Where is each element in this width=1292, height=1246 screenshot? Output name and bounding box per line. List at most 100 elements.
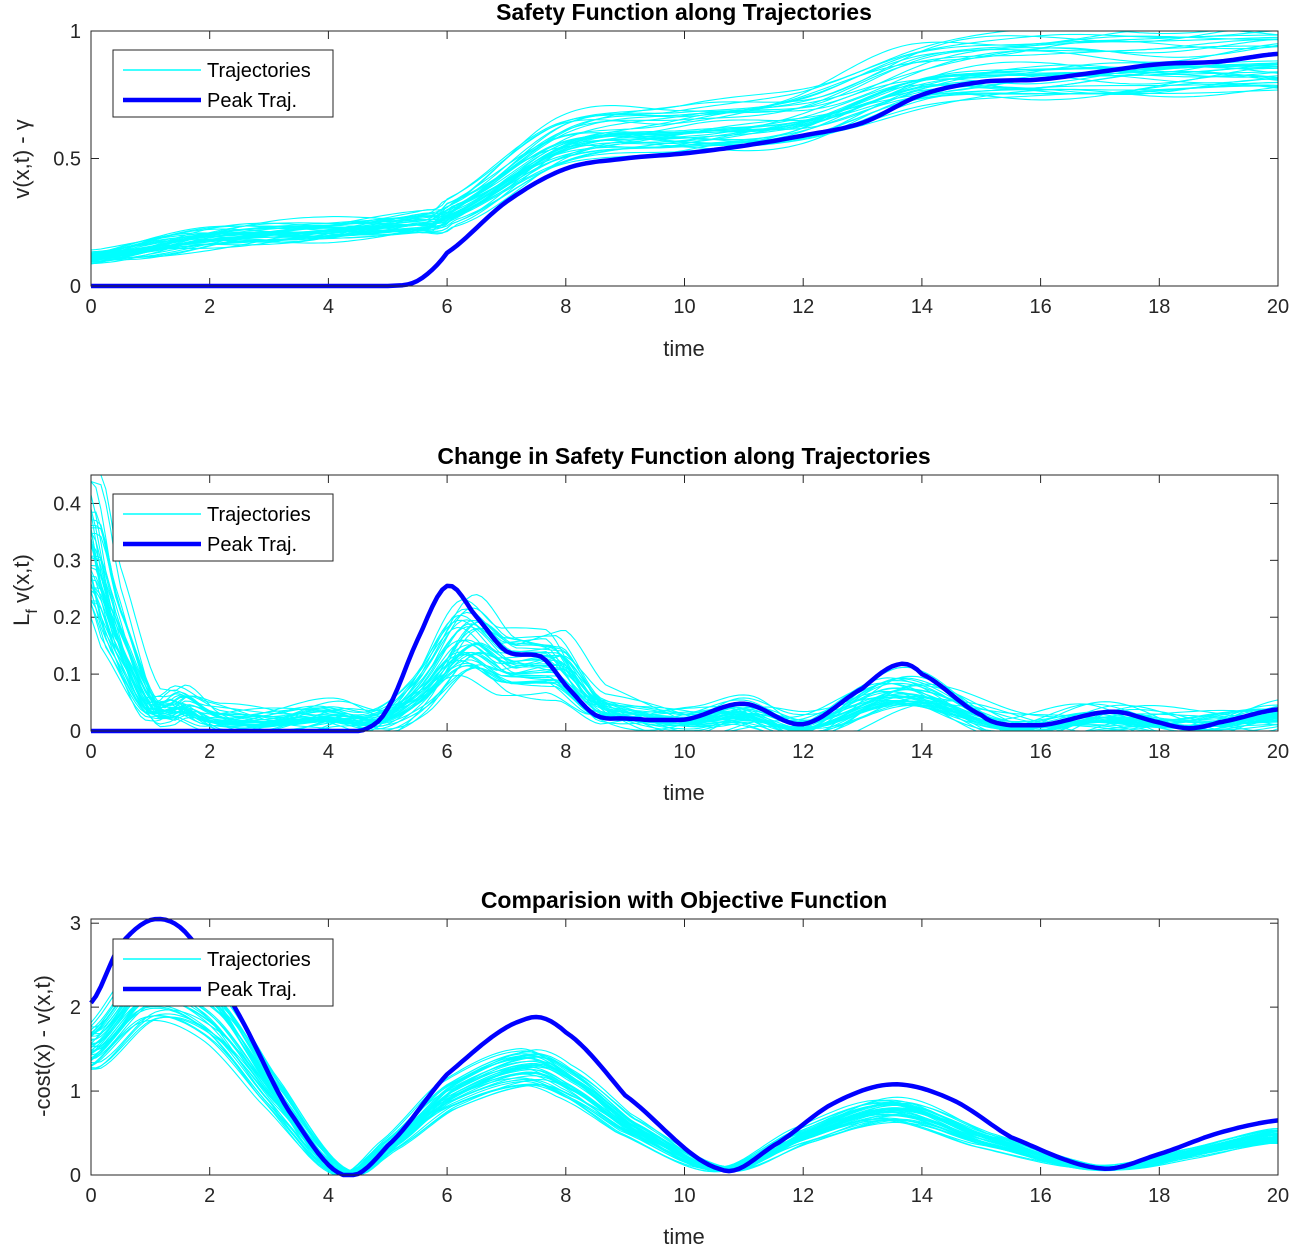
- chart-title: Change in Safety Function along Trajecto…: [437, 443, 930, 469]
- plot-area: [90, 474, 1279, 734]
- x-tick-label: 0: [85, 741, 96, 763]
- y-tick-label: 3: [70, 913, 81, 935]
- x-tick-label: 4: [323, 296, 334, 318]
- y-tick-label: 1: [70, 21, 81, 43]
- trajectory-line: [90, 542, 1279, 732]
- x-tick-label: 20: [1267, 296, 1289, 318]
- subplot-objective-comparison: Comparision with Objective Function time…: [30, 887, 1289, 1246]
- x-tick-label: 10: [673, 741, 695, 763]
- x-tick-label: 0: [85, 1185, 96, 1207]
- legend-peak-label: Peak Traj.: [207, 979, 297, 1001]
- x-tick-label: 10: [673, 296, 695, 318]
- x-tick-label: 12: [792, 1185, 814, 1207]
- y-tick-label: 0.5: [53, 149, 81, 171]
- x-tick-label: 2: [204, 741, 215, 763]
- x-tick-label: 20: [1267, 741, 1289, 763]
- y-axis-label-subscript: f: [24, 609, 41, 614]
- axes-box: [90, 918, 1279, 1176]
- plot-area: [89, 916, 1279, 1178]
- x-tick-label: 8: [560, 741, 571, 763]
- trajectory-line: [90, 1019, 1278, 1174]
- subplot-safety-function: Safety Function along Trajectories time …: [9, 0, 1289, 361]
- x-tick-label: 4: [323, 741, 334, 763]
- y-axis-label: v(x,t) - γ: [9, 119, 34, 198]
- chart-title: Comparision with Objective Function: [481, 887, 887, 913]
- peak-trajectory-line: [89, 916, 1279, 1178]
- x-tick-label: 6: [442, 1185, 453, 1207]
- trajectory-line: [90, 531, 1279, 732]
- trajectory-line: [90, 564, 1279, 731]
- y-tick-label: 2: [70, 997, 81, 1019]
- x-tick-label: 8: [560, 1185, 571, 1207]
- x-tick-label: 18: [1148, 741, 1170, 763]
- x-axis-label: time: [663, 780, 705, 805]
- subplot-change-in-safety: Change in Safety Function along Trajecto…: [9, 443, 1289, 805]
- legend-trajectories-label: Trajectories: [207, 504, 311, 526]
- trajectory-line: [90, 39, 1278, 253]
- trajectory-line: [90, 557, 1279, 732]
- trajectory-line: [90, 30, 1279, 253]
- x-tick-label: 2: [204, 296, 215, 318]
- y-tick-label: 1: [70, 1081, 81, 1103]
- trajectory-line: [90, 575, 1279, 730]
- legend-box: [112, 49, 334, 118]
- trajectory-line: [90, 53, 1279, 256]
- x-tick-label: 18: [1148, 296, 1170, 318]
- trajectory-line: [90, 573, 1278, 728]
- legend-peak-label: Peak Traj.: [207, 534, 297, 556]
- x-tick-label: 0: [85, 296, 96, 318]
- y-tick-label: 0.4: [53, 493, 81, 515]
- tick-group: 0 2 4 6 8 10 12 14 16 18 20 0 0.5 1: [53, 21, 1289, 318]
- trajectory-line: [90, 973, 1279, 1176]
- trajectory-line: [90, 86, 1279, 264]
- x-tick-label: 12: [792, 741, 814, 763]
- axes-box: [90, 30, 1279, 287]
- x-tick-label: 14: [911, 741, 933, 763]
- legend-peak-label: Peak Traj.: [207, 90, 297, 112]
- axes-box: [90, 474, 1279, 732]
- trajectory-line: [90, 82, 1279, 258]
- legend-box: [112, 493, 334, 562]
- x-axis-label: time: [663, 1224, 705, 1246]
- x-tick-label: 16: [1029, 741, 1051, 763]
- x-tick-label: 8: [560, 296, 571, 318]
- x-axis-label: time: [663, 336, 705, 361]
- x-tick-label: 4: [323, 1185, 334, 1207]
- x-tick-label: 10: [673, 1185, 695, 1207]
- y-tick-label: 0: [70, 276, 81, 298]
- legend: Trajectories Peak Traj.: [112, 49, 334, 118]
- x-tick-label: 16: [1029, 296, 1051, 318]
- y-tick-label: 0.1: [53, 664, 81, 686]
- legend-box: [112, 938, 334, 1007]
- y-tick-label: 0.3: [53, 550, 81, 572]
- plot-area: [90, 30, 1279, 289]
- legend: Trajectories Peak Traj.: [112, 938, 334, 1007]
- y-axis-label: Lf v(x,t): [9, 554, 41, 626]
- trajectory-line: [90, 35, 1279, 258]
- chart-title: Safety Function along Trajectories: [496, 0, 872, 25]
- x-tick-label: 14: [911, 1185, 933, 1207]
- legend-trajectories-label: Trajectories: [207, 60, 311, 82]
- y-axis-label-main: L: [9, 614, 34, 626]
- x-tick-label: 16: [1029, 1185, 1051, 1207]
- trajectory-line: [90, 34, 1278, 255]
- y-axis-label: -cost(x) - v(x,t): [30, 975, 55, 1117]
- legend-trajectories-label: Trajectories: [207, 949, 311, 971]
- tick-group: 0 2 4 6 8 10 12 14 16 18 20 0 0.1 0.2 0.3 0.4: [53, 475, 1289, 763]
- x-tick-label: 14: [911, 296, 933, 318]
- trajectory-line: [90, 569, 1279, 730]
- trajectory-line: [90, 71, 1279, 260]
- x-tick-label: 2: [204, 1185, 215, 1207]
- trajectory-line: [90, 66, 1279, 257]
- x-tick-label: 18: [1148, 1185, 1170, 1207]
- x-tick-label: 12: [792, 296, 814, 318]
- x-tick-label: 6: [442, 296, 453, 318]
- y-axis-label-rest: v(x,t): [9, 554, 34, 609]
- x-tick-label: 20: [1267, 1185, 1289, 1207]
- y-tick-label: 0.2: [53, 607, 81, 629]
- trajectory-line: [90, 544, 1279, 732]
- y-tick-label: 0: [70, 721, 81, 743]
- trajectory-line: [90, 82, 1279, 261]
- trajectory-line: [90, 590, 1279, 732]
